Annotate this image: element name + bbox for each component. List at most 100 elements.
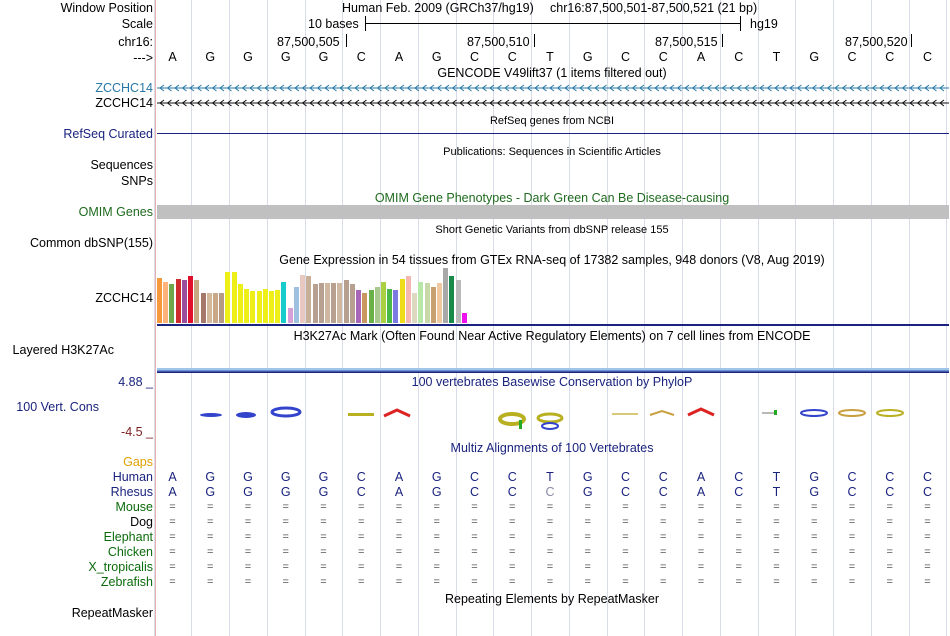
rhesus-base: C [885, 485, 895, 499]
alignment-match: = [848, 546, 856, 558]
strand-arrow [211, 84, 217, 92]
gtex-tissue-bar[interactable] [306, 276, 312, 323]
human-base: G [809, 470, 820, 484]
gencode-gene-2[interactable] [157, 99, 949, 107]
species-label-mouse[interactable]: Mouse [115, 500, 153, 514]
gtex-tissue-bar[interactable] [181, 280, 187, 323]
refseq-gene-line[interactable] [157, 133, 949, 134]
species-label-dog[interactable]: Dog [130, 515, 153, 529]
species-label-zebrafish[interactable]: Zebrafish [100, 575, 153, 589]
sequences-label[interactable]: Sequences [90, 158, 153, 172]
strand-arrow [736, 84, 742, 92]
gtex-tissue-bar[interactable] [380, 282, 386, 323]
gtex-tissue-bar[interactable] [281, 282, 287, 323]
gtex-tissue-bar[interactable] [312, 284, 318, 323]
omim-gene-bar[interactable] [157, 205, 949, 219]
snps-label[interactable]: SNPs [121, 174, 153, 188]
strand-arrow [654, 84, 660, 92]
gtex-tissue-bar[interactable] [213, 293, 218, 323]
gtex-tissue-bar[interactable] [318, 283, 324, 323]
gtex-tissue-bar[interactable] [300, 275, 306, 323]
chrom-label: chr16: [118, 35, 153, 49]
cons-name-label[interactable]: 100 Vert. Cons [16, 400, 99, 414]
gtex-tissue-bar[interactable] [256, 291, 262, 323]
gtex-tissue-bar[interactable] [175, 279, 181, 323]
refseq-label[interactable]: RefSeq Curated [63, 127, 153, 141]
gtex-tissue-bar[interactable] [418, 282, 424, 323]
human-base: C [885, 470, 895, 484]
gtex-tissue-bar[interactable] [194, 280, 200, 323]
strand-arrow [264, 84, 270, 92]
gtex-tissue-bar[interactable] [349, 284, 355, 323]
strand-arrow [811, 99, 817, 107]
gtex-tissue-bar[interactable] [331, 283, 337, 323]
gencode-gene-1[interactable] [157, 84, 949, 92]
gtex-tissue-bar[interactable] [455, 280, 461, 323]
gencode-label-1[interactable]: ZCCHC14 [95, 81, 153, 95]
gtex-tissue-bar[interactable] [206, 293, 212, 323]
ruler-tick-label: 87,500,515 [655, 35, 718, 49]
gtex-tissue-bar[interactable] [424, 283, 430, 323]
gaps-label[interactable]: Gaps [123, 455, 153, 469]
species-label-chicken[interactable]: Chicken [107, 545, 153, 559]
gtex-tissue-bar[interactable] [343, 280, 349, 323]
gtex-tissue-bar[interactable] [293, 287, 299, 323]
gtex-tissue-bar[interactable] [188, 276, 194, 323]
h3k27ac-signal[interactable] [157, 368, 949, 373]
gtex-tissue-bar[interactable] [436, 283, 442, 323]
gtex-tissue-bar[interactable] [362, 293, 368, 323]
species-label-human[interactable]: Human [112, 470, 153, 484]
gtex-tissue-bar[interactable] [269, 291, 274, 323]
repeatmasker-label[interactable]: RepeatMasker [71, 606, 153, 620]
gtex-tissue-bar[interactable] [368, 290, 374, 323]
gtex-tissue-bar[interactable] [169, 284, 175, 323]
strand-arrow [781, 99, 787, 107]
gtex-label[interactable]: ZCCHC14 [95, 291, 153, 305]
gtex-tissue-bar[interactable] [405, 276, 411, 323]
gtex-tissue-bar[interactable] [324, 283, 330, 323]
gtex-tissue-bar[interactable] [244, 289, 250, 323]
strand-arrow [916, 99, 922, 107]
common-dbsnp-label[interactable]: Common dbSNP(155) [30, 236, 153, 250]
gtex-tissue-bar[interactable] [449, 276, 455, 323]
gtex-tissue-bar[interactable] [374, 287, 380, 323]
omim-label[interactable]: OMIM Genes [78, 205, 153, 219]
strand-arrow [661, 99, 667, 107]
gtex-tissue-bar[interactable] [225, 272, 231, 323]
strand-arrow [256, 99, 262, 107]
gtex-tissue-bar[interactable] [157, 278, 162, 323]
h3k27ac-label[interactable]: Layered H3K27Ac [12, 343, 114, 357]
strand-arrow [286, 99, 292, 107]
rhesus-base: C [734, 485, 744, 499]
gtex-tissue-bar[interactable] [461, 313, 467, 323]
gtex-tissue-bar[interactable] [250, 291, 256, 323]
gtex-tissue-bar[interactable] [219, 293, 225, 323]
human-base: T [772, 470, 781, 484]
gtex-tissue-bar[interactable] [443, 268, 449, 323]
gtex-tissue-bar[interactable] [412, 293, 417, 323]
omim-track-title: OMIM Gene Phenotypes - Dark Green Can Be… [374, 191, 730, 205]
gtex-tissue-bar[interactable] [275, 290, 281, 323]
gtex-tissue-bar[interactable] [262, 289, 268, 323]
alignment-match: = [773, 501, 780, 513]
strand-arrow [744, 99, 750, 107]
gtex-tissue-bar[interactable] [399, 279, 405, 323]
gtex-tissue-bar[interactable] [200, 293, 206, 323]
gencode-label-2[interactable]: ZCCHC14 [95, 96, 153, 110]
gtex-tissue-bar[interactable] [237, 284, 243, 323]
species-label-x-tropicalis[interactable]: X_tropicalis [88, 560, 153, 574]
species-label-elephant[interactable]: Elephant [103, 530, 153, 544]
alignment-match: = [546, 516, 554, 528]
gtex-tissue-bar[interactable] [287, 308, 293, 323]
alignment-match: = [811, 576, 818, 588]
gtex-tissue-bar[interactable] [356, 290, 361, 323]
gtex-tissue-bar[interactable] [163, 282, 169, 323]
gtex-tissue-bar[interactable] [387, 289, 393, 323]
species-label-rhesus[interactable]: Rhesus [110, 485, 153, 499]
gtex-tissue-bar[interactable] [231, 272, 237, 323]
gtex-tissue-bar[interactable] [393, 290, 399, 323]
gtex-tissue-bar[interactable] [430, 287, 436, 323]
gtex-tissue-bar[interactable] [337, 283, 343, 323]
